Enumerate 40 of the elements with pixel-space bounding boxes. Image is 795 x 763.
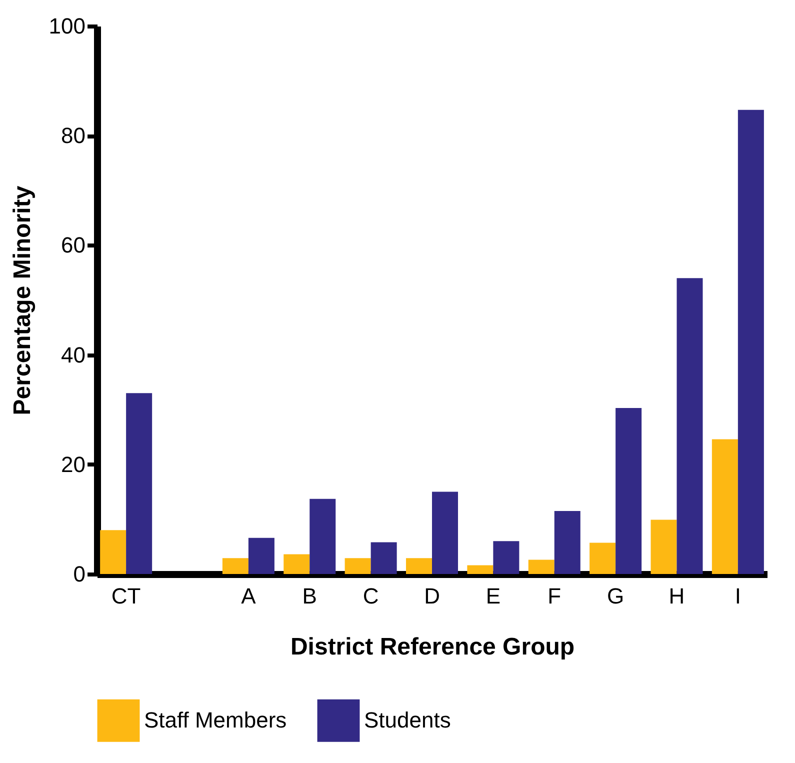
bar (712, 439, 738, 574)
legend-label: Staff Members (144, 708, 287, 733)
bar (528, 560, 554, 574)
bar (650, 520, 677, 574)
bar (370, 542, 397, 574)
bar (100, 530, 126, 574)
y-tick-label: 80 (61, 123, 86, 148)
x-tick-label: H (668, 584, 685, 608)
x-tick-label: A (241, 584, 256, 608)
bar (344, 558, 371, 574)
x-axis-title: District Reference Group (290, 634, 575, 660)
x-tick-label: D (424, 584, 440, 608)
y-tick-label: 0 (73, 562, 86, 586)
legend-label: Students (364, 708, 451, 733)
x-tick-label: F (548, 584, 562, 608)
x-tick-label: E (486, 584, 501, 608)
bar (248, 538, 274, 574)
bar (406, 558, 432, 574)
x-tick-label: CT (111, 584, 141, 608)
bar (590, 542, 616, 574)
x-tick-label: B (302, 584, 317, 608)
bar (310, 498, 336, 574)
bar (616, 408, 642, 574)
bar (676, 278, 703, 574)
y-tick-label: 20 (61, 452, 86, 477)
bar (126, 393, 152, 574)
x-tick-label: G (607, 584, 624, 608)
bar (222, 558, 248, 574)
x-tick-label: I (734, 584, 741, 608)
y-tick-label: 40 (61, 342, 86, 368)
x-tick-label: C (362, 584, 379, 608)
bar (493, 541, 520, 574)
y-axis-title: Percentage Minority (8, 185, 36, 416)
bar (738, 110, 764, 574)
bar (554, 510, 580, 574)
bar (432, 492, 458, 574)
bar (467, 565, 494, 574)
bar (284, 554, 310, 574)
y-tick-label: 100 (48, 14, 86, 38)
y-tick-label: 60 (61, 232, 86, 258)
